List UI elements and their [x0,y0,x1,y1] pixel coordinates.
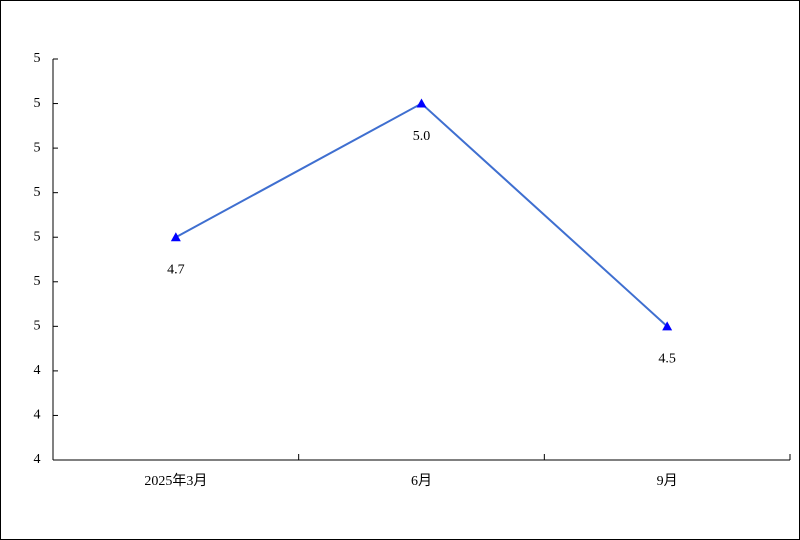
y-tick-label: 5 [34,96,41,111]
x-tick-label: 6月 [411,473,432,489]
x-tick-label: 9月 [657,473,678,489]
marker [662,321,673,331]
data-label: 5.0 [413,129,431,144]
y-tick-label: 5 [34,185,41,200]
x-tick-label: 2025年3月 [144,473,207,489]
y-tick-label: 4 [34,408,41,423]
y-tick-label: 4 [34,363,41,378]
data-label: 4.7 [167,262,185,277]
y-tick-label: 5 [34,319,41,334]
y-tick-label: 4 [34,452,41,467]
y-tick-label: 5 [34,51,41,66]
data-label: 4.5 [658,352,676,367]
y-tick-label: 5 [34,140,41,155]
y-tick-label: 5 [34,274,41,289]
marker [416,98,427,108]
y-tick-label: 5 [34,229,41,244]
marker [170,232,181,242]
